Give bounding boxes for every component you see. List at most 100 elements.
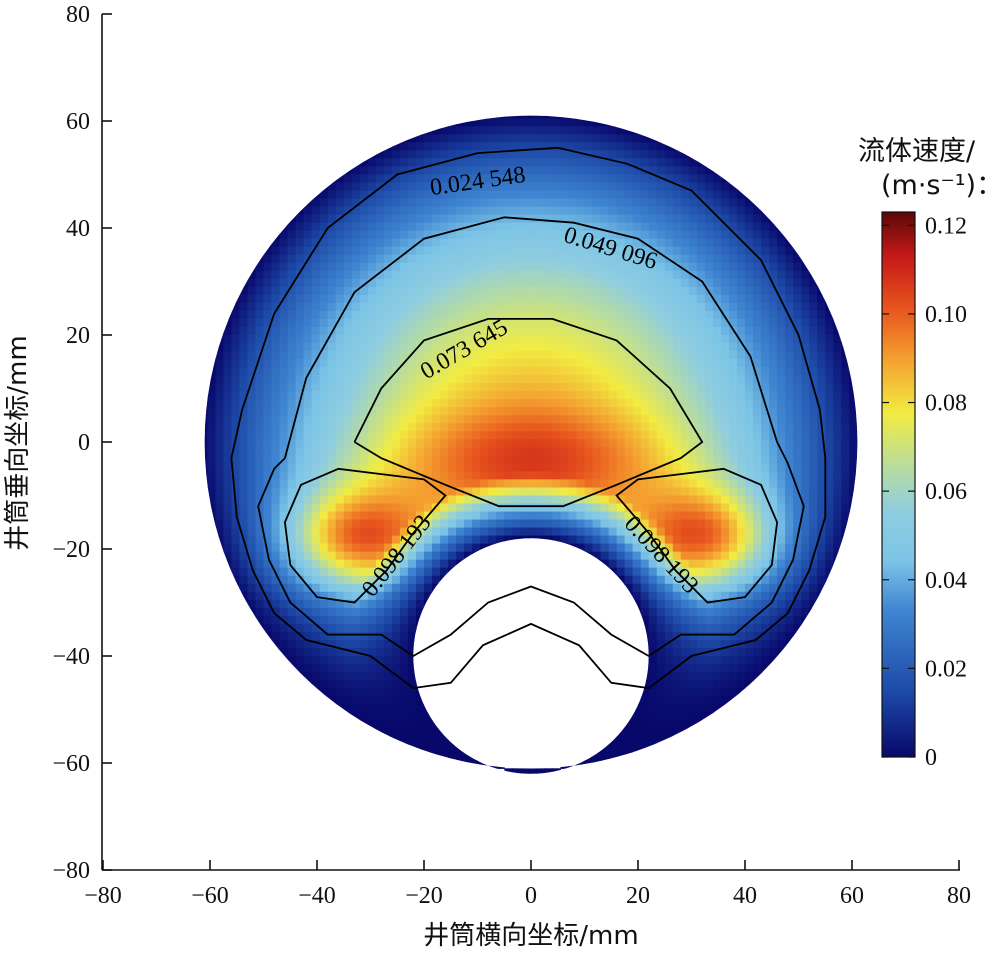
- velocity-cell: [552, 214, 561, 224]
- velocity-cell: [512, 447, 521, 456]
- velocity-cell: [761, 656, 770, 665]
- velocity-cell: [849, 447, 858, 456]
- velocity-cell: [287, 351, 297, 360]
- velocity-cell: [696, 631, 706, 641]
- velocity-cell: [512, 174, 521, 184]
- velocity-cell: [761, 270, 770, 280]
- velocity-cell: [343, 335, 353, 344]
- velocity-cell: [737, 182, 746, 192]
- velocity-cell: [287, 487, 297, 497]
- velocity-cell: [825, 294, 834, 304]
- velocity-cell: [512, 351, 521, 360]
- velocity-cell: [560, 327, 569, 336]
- velocity-cell: [424, 383, 433, 392]
- velocity-cell: [464, 118, 473, 127]
- velocity-cell: [335, 648, 345, 657]
- velocity-cell: [512, 463, 521, 472]
- velocity-cell: [311, 519, 321, 529]
- velocity-cell: [391, 238, 401, 248]
- velocity-cell: [664, 543, 674, 553]
- velocity-cell: [303, 543, 313, 553]
- velocity-cell: [391, 407, 401, 416]
- velocity-cell: [640, 455, 650, 464]
- velocity-cell: [632, 567, 642, 577]
- velocity-cell: [311, 294, 321, 304]
- velocity-cell: [857, 415, 858, 424]
- velocity-cell: [536, 115, 545, 119]
- velocity-cell: [319, 551, 329, 561]
- velocity-cell: [608, 142, 618, 151]
- velocity-cell: [255, 367, 265, 376]
- velocity-cell: [327, 535, 337, 545]
- velocity-cell: [375, 375, 385, 384]
- velocity-cell: [432, 535, 441, 545]
- velocity-cell: [793, 367, 802, 376]
- x-tick-label: 80: [947, 883, 971, 909]
- velocity-cell: [544, 327, 553, 336]
- velocity-cell: [680, 623, 690, 633]
- velocity-cell: [552, 471, 561, 480]
- velocity-cell: [769, 535, 778, 545]
- velocity-cell: [833, 543, 842, 553]
- velocity-cell: [472, 375, 481, 384]
- velocity-cell: [263, 391, 273, 400]
- velocity-cell: [737, 439, 746, 448]
- velocity-cell: [496, 535, 505, 545]
- velocity-cell: [801, 615, 810, 625]
- velocity-cell: [367, 495, 377, 505]
- velocity-cell: [407, 230, 417, 240]
- velocity-cell: [255, 335, 265, 344]
- velocity-cell: [737, 680, 746, 689]
- velocity-cell: [640, 262, 650, 272]
- velocity-cell: [704, 270, 714, 280]
- velocity-cell: [448, 447, 457, 456]
- velocity-cell: [720, 543, 730, 553]
- velocity-cell: [335, 519, 345, 529]
- velocity-cell: [696, 559, 706, 569]
- velocity-cell: [247, 302, 257, 312]
- velocity-cell: [729, 190, 738, 200]
- velocity-cell: [592, 559, 602, 569]
- velocity-cell: [696, 399, 706, 408]
- velocity-cell: [841, 519, 850, 529]
- velocity-cell: [367, 567, 377, 577]
- velocity-cell: [416, 415, 425, 424]
- velocity-cell: [351, 359, 361, 368]
- velocity-cell: [672, 640, 682, 649]
- velocity-cell: [271, 479, 281, 488]
- velocity-cell: [777, 407, 786, 416]
- velocity-cell: [544, 479, 553, 488]
- velocity-cell: [512, 495, 521, 505]
- velocity-cell: [399, 471, 409, 480]
- velocity-cell: [287, 463, 297, 472]
- velocity-cell: [231, 391, 240, 400]
- velocity-cell: [399, 640, 409, 649]
- velocity-cell: [745, 367, 754, 376]
- velocity-cell: [520, 359, 529, 368]
- velocity-cell: [640, 583, 650, 593]
- velocity-cell: [600, 270, 610, 280]
- velocity-cell: [801, 455, 810, 464]
- velocity-cell: [247, 359, 257, 368]
- velocity-cell: [696, 648, 706, 657]
- velocity-cell: [295, 278, 305, 288]
- velocity-cell: [488, 206, 497, 216]
- velocity-cell: [327, 214, 337, 224]
- velocity-cell: [720, 439, 730, 448]
- velocity-cell: [287, 527, 297, 537]
- velocity-cell: [704, 567, 714, 577]
- velocity-cell: [753, 543, 762, 553]
- velocity-cell: [247, 415, 257, 424]
- velocity-cell: [592, 158, 602, 168]
- velocity-cell: [327, 527, 337, 537]
- velocity-cell: [632, 704, 642, 713]
- velocity-cell: [496, 343, 505, 352]
- velocity-cell: [648, 286, 658, 296]
- velocity-cell: [496, 198, 505, 208]
- velocity-cell: [648, 519, 658, 529]
- velocity-cell: [809, 471, 818, 480]
- velocity-cell: [536, 270, 545, 280]
- velocity-cell: [391, 214, 401, 224]
- velocity-cell: [729, 599, 738, 609]
- velocity-cell: [343, 479, 353, 488]
